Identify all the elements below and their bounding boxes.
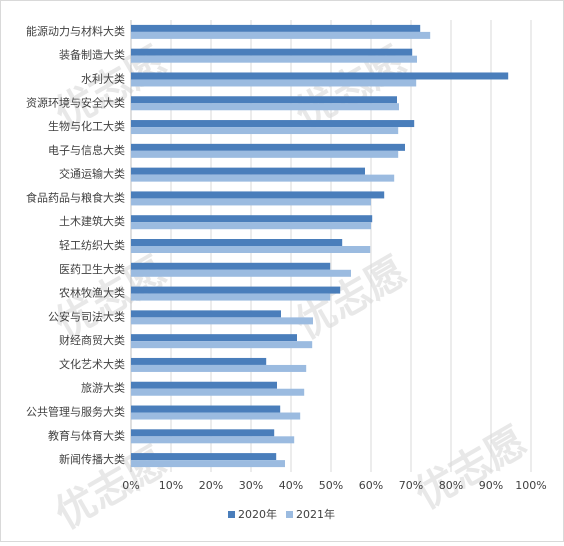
bar — [131, 191, 385, 199]
bar — [131, 55, 417, 63]
bar — [131, 317, 313, 325]
y-tick-label: 轻工纺织大类 — [59, 238, 125, 252]
y-tick-label: 教育与体育大类 — [48, 428, 125, 442]
y-tick-label: 生物与化工大类 — [48, 119, 125, 133]
y-tick-label: 能源动力与材料大类 — [26, 24, 125, 38]
bar — [131, 143, 405, 151]
bar — [131, 167, 365, 175]
bar — [131, 412, 301, 420]
bar — [131, 429, 275, 437]
y-tick-label: 水利大类 — [81, 71, 125, 85]
y-tick-label: 新闻传播大类 — [59, 452, 125, 466]
legend-swatch — [286, 511, 293, 518]
bar — [131, 262, 331, 270]
y-tick-label: 食品药品与粮食大类 — [26, 190, 125, 204]
legend-label: 2021年 — [296, 507, 335, 521]
x-tick-label: 100% — [515, 479, 546, 492]
y-tick-label: 装备制造大类 — [59, 48, 125, 62]
bar — [131, 120, 415, 128]
bar — [131, 460, 285, 468]
bar — [131, 341, 313, 349]
bar — [131, 198, 371, 206]
bar — [131, 72, 509, 80]
y-tick-label: 资源环境与安全大类 — [26, 95, 125, 109]
bar — [131, 239, 343, 246]
bar — [131, 246, 371, 253]
bar — [131, 453, 277, 461]
bar — [131, 48, 413, 56]
bar — [131, 334, 297, 342]
bar — [131, 174, 395, 182]
y-tick-label: 文化艺术大类 — [59, 357, 125, 371]
x-tick-label: 0% — [122, 479, 139, 492]
bar — [131, 310, 281, 318]
y-tick-label: 电子与信息大类 — [48, 143, 125, 157]
bar — [131, 436, 295, 444]
x-tick-label: 90% — [479, 479, 503, 492]
x-tick-label: 50% — [319, 479, 343, 492]
bar — [131, 222, 371, 230]
bar — [131, 381, 277, 389]
bar — [131, 31, 431, 39]
x-tick-label: 30% — [239, 479, 263, 492]
x-tick-label: 40% — [279, 479, 303, 492]
y-tick-label: 医药卫生大类 — [59, 262, 125, 276]
bar — [131, 364, 307, 372]
bar — [131, 150, 399, 158]
bar — [131, 127, 399, 135]
y-tick-label: 公安与司法大类 — [48, 309, 125, 323]
bar — [131, 24, 421, 32]
bar — [131, 103, 399, 111]
y-tick-label: 土木建筑大类 — [59, 214, 125, 228]
bar — [131, 79, 417, 87]
y-tick-label: 旅游大类 — [81, 381, 125, 395]
x-tick-label: 60% — [359, 479, 383, 492]
x-tick-label: 10% — [159, 479, 183, 492]
bar — [131, 286, 341, 294]
bar — [131, 269, 351, 277]
bar — [131, 405, 281, 413]
bar — [131, 293, 331, 301]
x-tick-label: 20% — [199, 479, 223, 492]
y-tick-label: 公共管理与服务大类 — [26, 405, 125, 419]
x-tick-label: 80% — [439, 479, 463, 492]
bar — [131, 96, 397, 104]
legend-label: 2020年 — [238, 507, 277, 521]
bar — [131, 357, 267, 365]
y-tick-label: 财经商贸大类 — [59, 333, 125, 347]
bar — [131, 215, 373, 223]
bar — [131, 388, 305, 396]
y-tick-label: 交通运输大类 — [59, 167, 125, 181]
x-tick-label: 70% — [399, 479, 423, 492]
legend-swatch — [228, 511, 235, 518]
y-tick-label: 农林牧渔大类 — [59, 286, 125, 300]
